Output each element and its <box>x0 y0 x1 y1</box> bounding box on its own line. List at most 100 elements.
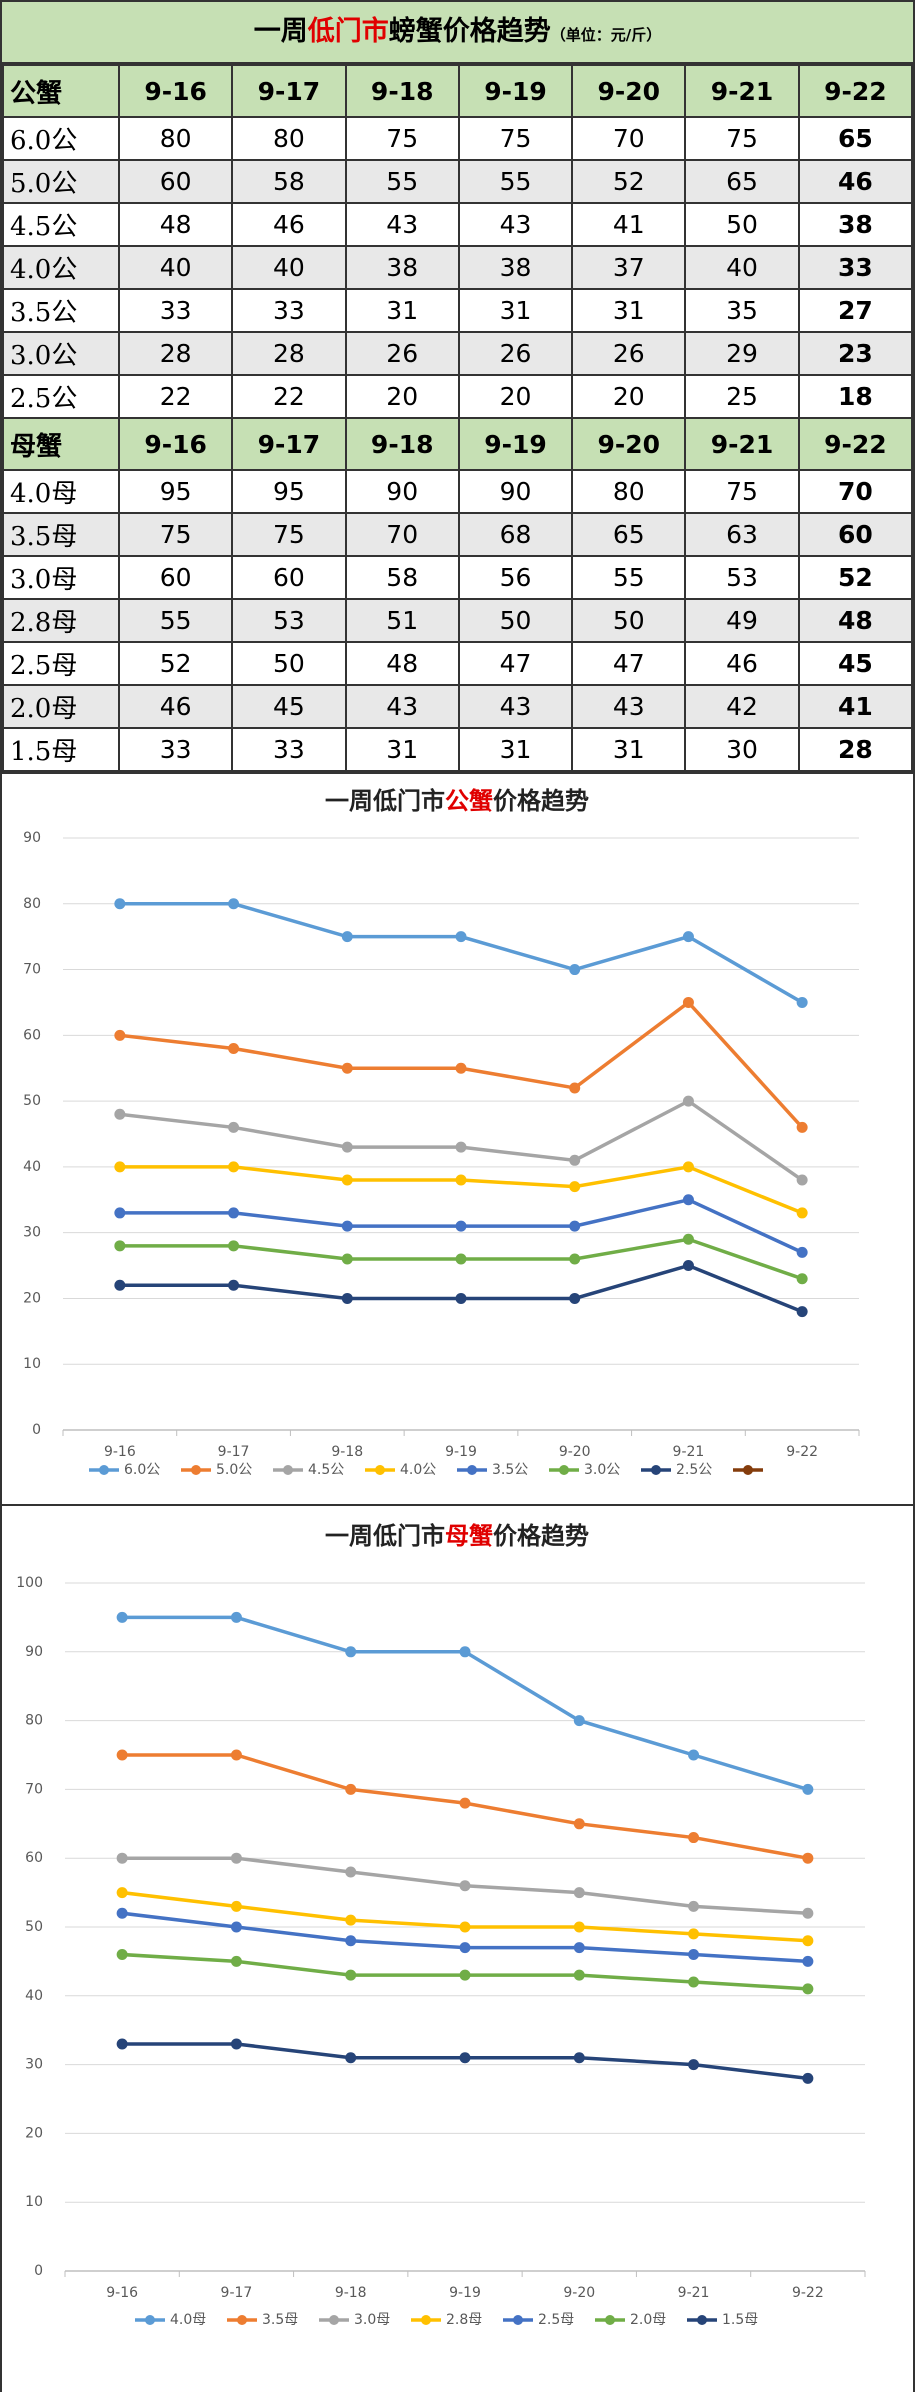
data-point <box>796 1174 808 1186</box>
data-point <box>682 996 694 1008</box>
price-cell: 65 <box>684 159 800 204</box>
y-tick-label: 100 <box>16 1575 43 1591</box>
data-point <box>573 1921 585 1933</box>
data-point <box>688 1900 700 1912</box>
y-tick-label: 50 <box>25 1919 43 1935</box>
header-cell: 9-18 <box>344 64 460 118</box>
legend-label: 5.0公 <box>216 1462 252 1478</box>
price-cell: 60 <box>797 512 914 557</box>
legend-dot <box>99 1465 109 1475</box>
legend-label: 3.0母 <box>354 2312 390 2328</box>
price-cell: 70 <box>571 116 687 161</box>
legend-dot <box>743 1465 753 1475</box>
price-cell: 38 <box>797 202 914 247</box>
header-cell: 9-20 <box>571 417 687 471</box>
title-part: 一周低门市 <box>325 1521 445 1550</box>
legend-dot <box>513 2315 523 2325</box>
series-line <box>121 1911 808 1964</box>
price-cell: 95 <box>231 469 347 514</box>
legend-label: 4.0公 <box>400 1462 436 1478</box>
data-point <box>569 1253 581 1265</box>
y-tick-label: 10 <box>25 2194 43 2210</box>
row-label: 3.0公 <box>2 331 120 376</box>
price-cell: 29 <box>684 331 800 376</box>
data-point <box>114 1029 126 1041</box>
y-tick-label: 60 <box>25 1850 43 1866</box>
price-cell: 90 <box>457 469 574 514</box>
row-label: 2.0母 <box>2 684 120 729</box>
price-cell: 52 <box>117 641 234 686</box>
price-cell: 31 <box>571 727 687 772</box>
price-cell: 43 <box>457 202 574 247</box>
price-cell: 48 <box>797 598 914 643</box>
y-tick-label: 90 <box>23 830 41 846</box>
price-cell: 46 <box>684 641 800 686</box>
data-point <box>573 1715 585 1727</box>
price-cell: 90 <box>344 469 460 514</box>
price-cell: 55 <box>571 555 687 600</box>
data-point <box>341 1141 353 1153</box>
price-cell: 40 <box>684 245 800 290</box>
price-cell: 26 <box>571 331 687 376</box>
header-cell: 9-16 <box>117 64 234 118</box>
price-cell: 58 <box>344 555 460 600</box>
price-cell: 33 <box>797 245 914 290</box>
price-cell: 70 <box>797 469 914 514</box>
header-cell: 9-20 <box>571 64 687 118</box>
data-point <box>341 1292 353 1304</box>
data-point <box>230 1852 242 1864</box>
header-cell: 9-22 <box>797 64 914 118</box>
data-point <box>114 1240 126 1252</box>
price-cell: 27 <box>797 288 914 333</box>
row: 5.0公 60 58 55 55 52 65 46 <box>2 159 914 204</box>
price-cell: 43 <box>457 684 574 729</box>
legend-label: 4.0母 <box>170 2312 206 2328</box>
price-cell: 18 <box>797 374 914 419</box>
data-point <box>228 1042 240 1054</box>
data-point <box>682 1233 694 1245</box>
data-point <box>569 1292 581 1304</box>
x-tick-label: 9-17 <box>221 2285 253 2301</box>
row-label: 5.0公 <box>2 159 120 204</box>
legend-label: 6.0公 <box>124 1462 160 1478</box>
data-point <box>573 1969 585 1981</box>
y-tick-label: 50 <box>23 1093 41 1109</box>
price-cell: 55 <box>117 598 234 643</box>
price-cell: 31 <box>457 288 574 333</box>
data-point <box>802 1935 814 1947</box>
row: 3.5公 33 33 31 31 31 35 27 <box>2 288 914 333</box>
x-tick-label: 9-17 <box>218 1444 250 1460</box>
price-cell: 75 <box>231 512 347 557</box>
price-cell: 50 <box>684 202 800 247</box>
price-cell: 37 <box>571 245 687 290</box>
data-point <box>345 1783 357 1795</box>
data-point <box>688 1976 700 1988</box>
x-tick-label: 9-20 <box>559 1444 591 1460</box>
data-point <box>345 2052 357 2064</box>
price-cell: 52 <box>571 159 687 204</box>
data-point <box>688 1749 700 1761</box>
row: 2.8母 55 53 51 50 50 49 48 <box>2 598 914 643</box>
legend-label: 3.5公 <box>492 1462 528 1478</box>
data-point <box>802 1983 814 1995</box>
data-point <box>688 1832 700 1844</box>
row: 1.5母 33 33 31 31 31 30 28 <box>2 727 914 772</box>
data-point <box>569 964 581 976</box>
data-point <box>459 1646 471 1658</box>
price-cell: 31 <box>457 727 574 772</box>
legend-label: 3.0公 <box>584 1462 620 1478</box>
y-tick-label: 70 <box>23 962 41 978</box>
price-cell: 47 <box>457 641 574 686</box>
legend-label: 2.0母 <box>630 2312 666 2328</box>
legend-dot <box>329 2315 339 2325</box>
header-cell: 公蟹 <box>2 64 120 118</box>
price-cell: 53 <box>684 555 800 600</box>
data-point <box>116 1887 128 1899</box>
price-cell: 28 <box>797 727 914 772</box>
price-cell: 48 <box>117 202 234 247</box>
data-point <box>455 1220 467 1232</box>
price-cell: 75 <box>684 116 800 161</box>
data-point <box>682 1194 694 1206</box>
data-point <box>455 1062 467 1074</box>
data-point <box>682 1095 694 1107</box>
